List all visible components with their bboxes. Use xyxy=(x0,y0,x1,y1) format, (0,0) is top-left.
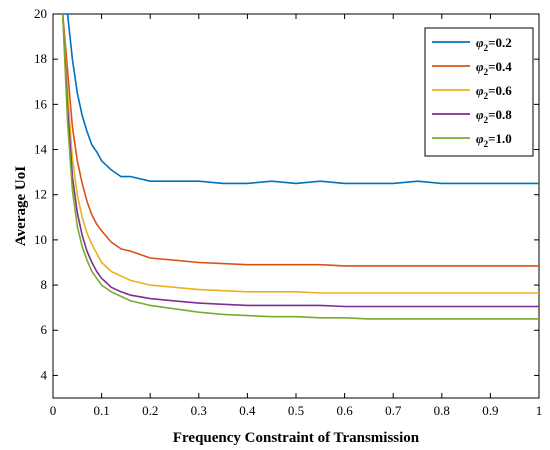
series-group xyxy=(61,14,539,320)
y-tick-label: 12 xyxy=(34,187,47,202)
legend-label-3: φ2=0.6 xyxy=(476,83,512,101)
x-axis: 0 0.1 0.2 0.3 0.4 0.5 0.6 0.7 0.8 0.9 1 xyxy=(50,14,543,418)
x-tick-label: 0.5 xyxy=(288,403,304,418)
legend-label-4: φ2=0.8 xyxy=(476,107,512,125)
x-tick-label: 0.8 xyxy=(434,403,450,418)
legend-box xyxy=(424,27,534,157)
legend-symbol: φ xyxy=(476,59,484,74)
x-tick-label: 0.1 xyxy=(93,403,109,418)
legend-value: =0.4 xyxy=(488,59,512,74)
legend-label-1: φ2=0.2 xyxy=(476,35,512,53)
y-axis: 4 6 8 10 12 14 16 18 20 xyxy=(34,6,539,382)
series-line-5 xyxy=(61,14,539,320)
x-tick-label: 1 xyxy=(536,403,543,418)
series-line-4 xyxy=(61,14,539,308)
legend-subscript: 2 xyxy=(484,139,489,149)
series-line-3 xyxy=(61,14,539,294)
series-line-2 xyxy=(61,14,539,267)
y-tick-label: 20 xyxy=(34,6,47,21)
legend-value: =0.8 xyxy=(488,107,512,122)
y-tick-label: 14 xyxy=(34,142,48,157)
x-tick-label: 0.6 xyxy=(336,403,353,418)
legend-value: =0.2 xyxy=(488,35,512,50)
legend-symbol: φ xyxy=(476,107,484,122)
y-tick-label: 6 xyxy=(41,322,48,337)
legend-subscript: 2 xyxy=(484,43,489,53)
y-tick-label: 16 xyxy=(34,96,48,111)
legend-symbol: φ xyxy=(476,35,484,50)
x-tick-label: 0.7 xyxy=(385,403,402,418)
legend-value: =1.0 xyxy=(488,131,512,146)
x-tick-label: 0.9 xyxy=(482,403,498,418)
legend-subscript: 2 xyxy=(484,115,489,125)
x-tick-label: 0.4 xyxy=(239,403,256,418)
y-tick-label: 8 xyxy=(41,277,48,292)
y-tick-label: 4 xyxy=(41,367,48,382)
legend-label-2: φ2=0.4 xyxy=(476,59,512,77)
legend-subscript: 2 xyxy=(484,67,489,77)
legend-symbol: φ xyxy=(476,83,484,98)
legend-value: =0.6 xyxy=(488,83,512,98)
legend: φ2=0.2φ2=0.4φ2=0.6φ2=0.8φ2=1.0 xyxy=(424,27,534,157)
y-axis-title: Average UoI xyxy=(13,166,29,246)
x-tick-label: 0.3 xyxy=(191,403,207,418)
x-tick-label: 0 xyxy=(50,403,57,418)
legend-symbol: φ xyxy=(476,131,484,146)
x-tick-label: 0.2 xyxy=(142,403,158,418)
legend-subscript: 2 xyxy=(484,91,489,101)
legend-label-5: φ2=1.0 xyxy=(476,131,512,149)
series-line-1 xyxy=(62,14,539,185)
y-tick-label: 18 xyxy=(34,51,47,66)
y-tick-label: 10 xyxy=(34,232,47,247)
x-axis-title: Frequency Constraint of Transmission xyxy=(173,430,420,446)
